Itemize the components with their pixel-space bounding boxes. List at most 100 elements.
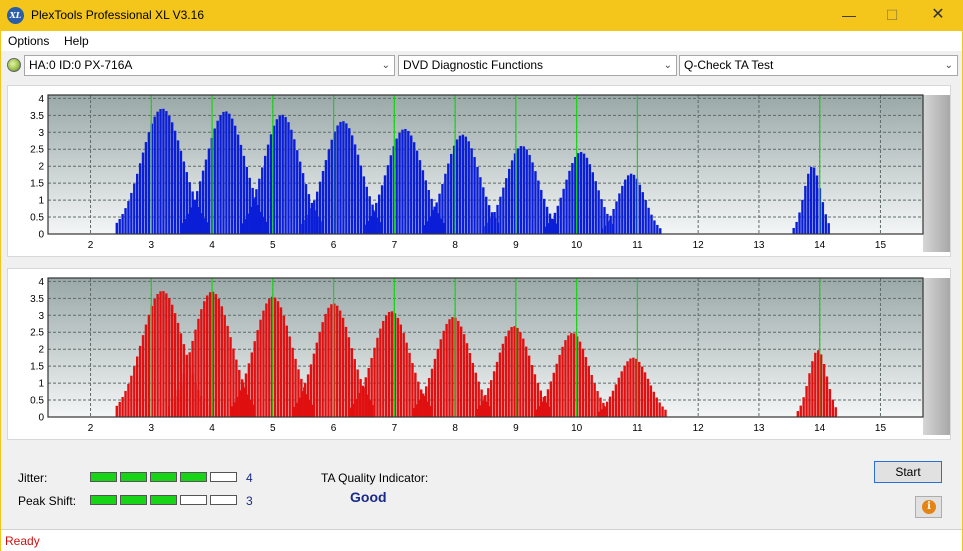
data-bar [609, 215, 612, 234]
data-bar [587, 366, 590, 417]
data-bar [513, 326, 516, 417]
data-bar [118, 218, 121, 234]
data-bar [559, 197, 562, 234]
data-bar [661, 406, 664, 417]
data-bar [421, 170, 425, 234]
data-bar [352, 403, 356, 417]
data-bar [482, 187, 485, 234]
data-bar [436, 348, 440, 417]
data-bar [321, 170, 325, 234]
data-bar [492, 371, 496, 417]
data-bar [197, 318, 200, 417]
data-bar [445, 323, 448, 417]
data-bar [473, 157, 476, 234]
data-bar [427, 190, 430, 234]
data-bar [798, 212, 801, 234]
data-bar [441, 183, 444, 234]
data-bar [476, 166, 479, 234]
data-bar [315, 191, 319, 234]
data-bar [304, 219, 307, 234]
data-bar [815, 175, 819, 234]
data-bar [581, 348, 585, 417]
drive-select[interactable]: HA:0 ID:0 PX-716A ⌄ [24, 55, 395, 76]
y-tick-label: 2 [38, 162, 44, 173]
y-tick-label: 1 [38, 196, 44, 207]
y-tick-label: 0.5 [30, 213, 44, 224]
data-bar [451, 317, 454, 417]
data-bar [191, 340, 194, 417]
drive-select-value: HA:0 ID:0 PX-716A [29, 58, 133, 72]
data-bar [179, 333, 183, 417]
peak-shift-meter-segment [180, 495, 207, 505]
maximize-button[interactable]: ☐ [885, 7, 899, 23]
data-bar [801, 199, 804, 234]
data-bar [182, 161, 186, 234]
top-chart: 0 0.5 1 1.5 2 2.5 3 3.5 4 2 3 4 5 6 7 8 9 10 11 12 13 14 15 [30, 94, 950, 252]
data-bar [653, 220, 656, 234]
data-bar [315, 342, 319, 417]
data-bar [485, 196, 488, 234]
data-bar [179, 150, 183, 234]
data-bar [632, 357, 635, 417]
data-bar [367, 367, 370, 417]
data-bar [550, 218, 554, 234]
x-tick-label: 11 [632, 240, 643, 251]
data-bar [324, 160, 328, 234]
data-bar [416, 404, 419, 417]
data-bar [296, 150, 299, 234]
data-bar [470, 148, 473, 234]
x-tick-label: 5 [270, 423, 276, 434]
data-bar [171, 122, 174, 234]
jitter-meter-segment [120, 472, 147, 482]
info-button[interactable]: i [915, 496, 942, 518]
x-tick-label: 12 [693, 240, 705, 251]
data-bar [379, 328, 382, 417]
data-bar [275, 119, 279, 234]
data-bar [222, 111, 225, 234]
y-tick-label: 1.5 [30, 362, 44, 373]
data-bar [252, 198, 255, 234]
data-bar [292, 406, 295, 417]
data-bar [147, 314, 151, 417]
function-select[interactable]: DVD Diagnostic Functions ⌄ [398, 55, 677, 76]
data-bar [543, 396, 547, 417]
data-bar [243, 219, 246, 234]
data-bar [608, 396, 612, 417]
x-tick-label: 7 [392, 240, 398, 251]
data-bar [649, 385, 653, 417]
data-bar [805, 386, 808, 417]
data-bar [147, 132, 151, 234]
data-bar [130, 192, 133, 234]
data-bar [519, 332, 522, 417]
jitter-value: 4 [246, 471, 253, 485]
start-button[interactable]: Start [874, 461, 942, 483]
data-bar [571, 163, 574, 234]
data-bar [181, 223, 184, 234]
menu-help[interactable]: Help [64, 34, 89, 48]
data-bar [201, 170, 205, 234]
data-bar [659, 228, 662, 234]
data-bar [827, 223, 830, 234]
data-bar [350, 407, 353, 417]
window-title: PlexTools Professional XL V3.16 [31, 8, 204, 22]
data-bar [370, 357, 373, 417]
data-bar [812, 167, 816, 234]
minimize-button[interactable]: — [842, 7, 856, 23]
x-tick-label: 8 [452, 423, 458, 434]
menu-options[interactable]: Options [8, 34, 50, 48]
data-bar [468, 352, 472, 417]
data-bar [168, 298, 171, 417]
data-bar [540, 189, 543, 234]
data-bar [564, 340, 567, 417]
close-button[interactable]: ✕ [931, 6, 945, 23]
y-tick-label: 1 [38, 379, 44, 390]
data-bar [193, 199, 196, 234]
peak-shift-meter-segment [210, 495, 237, 505]
test-select[interactable]: Q-Check TA Test ⌄ [679, 55, 958, 76]
data-bar [795, 221, 798, 234]
data-bar [424, 180, 428, 234]
data-bar [321, 322, 324, 417]
y-tick-label: 2.5 [30, 328, 44, 339]
data-bar [342, 121, 345, 234]
chevron-down-icon: ⌄ [944, 60, 953, 71]
